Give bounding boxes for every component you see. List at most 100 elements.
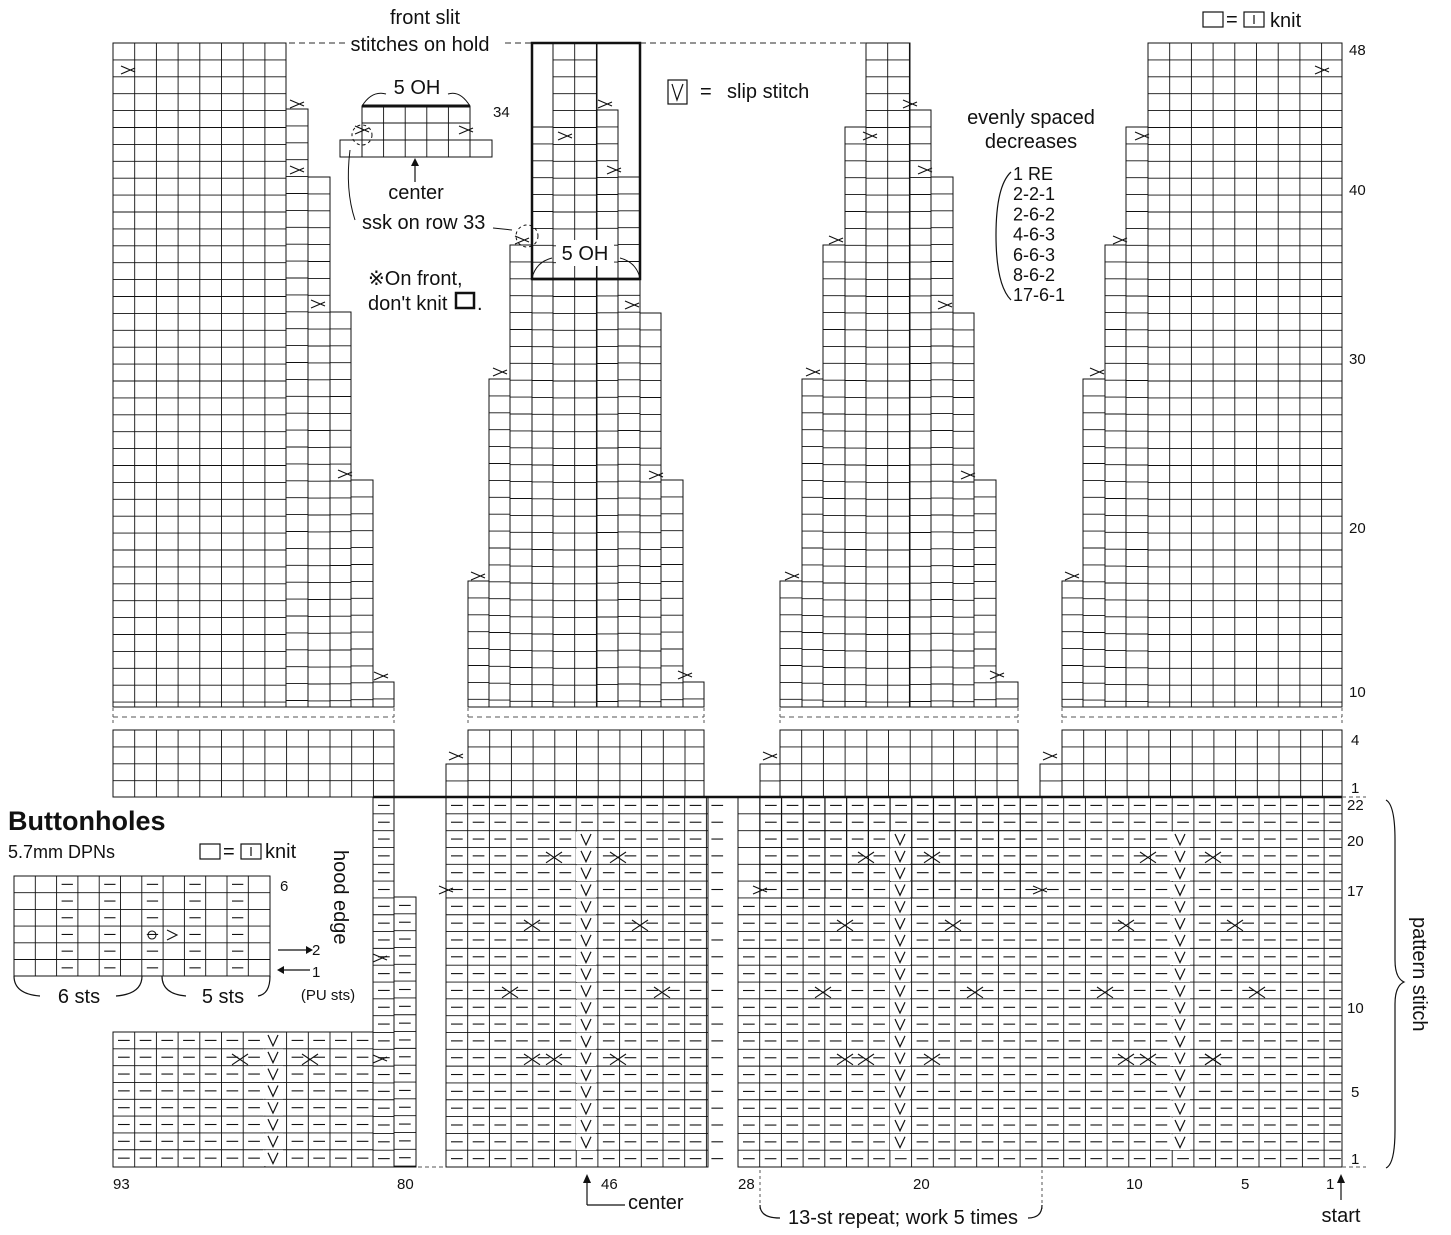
panel-right-strip-1 <box>1125 126 1149 708</box>
decrease-item: 2-2-1 <box>1013 184 1055 204</box>
decreases-title-1: evenly spaced <box>967 107 1095 129</box>
svg-text:20: 20 <box>1347 833 1364 850</box>
inset-row-34: 34 <box>493 104 510 121</box>
svg-text:20: 20 <box>913 1176 930 1193</box>
panel-center-right-strip-3 <box>930 176 954 708</box>
slit-inset-diagram: 5 OH 34 center ssk on row 33 ※On front, … <box>339 77 539 315</box>
panel-center-left-strip-7 <box>660 479 684 708</box>
panel-center-right-strip-5 <box>952 312 975 708</box>
decreases-title-2: decreases <box>985 131 1077 153</box>
decrease-item: 6-6-3 <box>1013 245 1055 265</box>
panel-right-strip-0 <box>1147 42 1343 708</box>
svg-text:40: 40 <box>1349 182 1366 199</box>
decrease-item: 17-6-1 <box>1013 285 1065 305</box>
panel-right-strip-2 <box>1104 244 1127 708</box>
panel-center-right-strip-2 <box>909 109 932 708</box>
knit-blank-symbol <box>1202 11 1224 28</box>
decreases-bracket <box>995 171 1012 301</box>
hood-edge-label: hood edge <box>329 850 351 945</box>
svg-text:13-st repeat; work 5 times: 13-st repeat; work 5 times <box>788 1207 1018 1229</box>
panel-center-right-strip-8 <box>779 580 803 708</box>
panel-center-right-strip-4 <box>822 244 846 708</box>
decrease-item: 4-6-3 <box>1013 225 1055 245</box>
svg-text:1: 1 <box>1326 1176 1334 1193</box>
panel-center-right-strip-9 <box>995 681 1019 708</box>
svg-text:28: 28 <box>738 1176 755 1193</box>
svg-text:1: 1 <box>1351 1151 1359 1168</box>
panel-center-left-strip-9 <box>682 681 705 708</box>
lower-r-step <box>1039 763 1063 798</box>
bottom-labels: 93 80 46 center 28 13-st repeat; work 5 … <box>113 1166 1361 1229</box>
pattern-left-col <box>372 796 395 1168</box>
svg-text:.: . <box>477 293 483 315</box>
slip-legend-label: slip stitch <box>727 81 809 103</box>
right-row-numbers: 48 40 30 20 10 4 1 22 20 17 10 5 1 <box>1347 42 1366 1168</box>
buttonholes-panel: Buttonholes 5.7mm DPNs = knit 6 2 1 6 st… <box>8 806 355 1008</box>
panel-center-left-strip-4 <box>509 244 533 708</box>
panel-center-left-strip-6 <box>488 378 511 708</box>
lower-cr <box>779 729 1019 798</box>
panel-center-left-strip-1 <box>531 126 554 708</box>
svg-text:30: 30 <box>1349 351 1366 368</box>
pattern-r <box>1041 796 1343 1168</box>
decreases-list: 1 RE2-2-12-6-24-6-36-6-38-6-217-6-1 <box>1013 164 1065 305</box>
front-note-line2: don't knit <box>368 293 448 315</box>
svg-text:80: 80 <box>397 1176 414 1193</box>
svg-text:22: 22 <box>1347 797 1364 814</box>
lower-cr-step <box>759 763 781 798</box>
slip-stitch-symbol <box>667 79 688 105</box>
ssk-label: ssk on row 33 <box>362 212 485 234</box>
decrease-item: 8-6-2 <box>1013 265 1055 285</box>
panel-right-strip-4 <box>1061 580 1084 708</box>
knit-bar-symbol <box>1243 11 1265 28</box>
box-oh-label: 5 OH <box>562 243 609 265</box>
svg-text:1: 1 <box>1351 780 1359 797</box>
decrease-item: 2-6-2 <box>1013 204 1055 224</box>
pattern-left-col2 <box>393 896 417 1168</box>
svg-text:10: 10 <box>1349 684 1366 701</box>
panel-center-left-strip-0 <box>552 42 598 708</box>
chart-grids <box>112 42 1343 1168</box>
svg-text:93: 93 <box>113 1176 130 1193</box>
svg-text:=: = <box>223 841 235 863</box>
lower-r <box>1061 729 1343 798</box>
panel-left-strip-2 <box>307 176 331 708</box>
panel-center-left-strip-8 <box>467 580 490 708</box>
lower-left <box>112 729 395 798</box>
svg-text:5: 5 <box>1351 1084 1359 1101</box>
lower-cl-step <box>445 763 469 798</box>
svg-text:6 sts: 6 sts <box>58 986 100 1008</box>
svg-text:10: 10 <box>1347 1000 1364 1017</box>
svg-text:17: 17 <box>1347 883 1364 900</box>
buttonholes-title: Buttonholes <box>8 806 165 836</box>
panel-left-strip-3 <box>329 311 352 708</box>
slip-legend-eq: = <box>700 81 712 103</box>
svg-text:center: center <box>628 1192 684 1214</box>
panel-left-strip-5 <box>372 681 395 708</box>
svg-text:4: 4 <box>1351 732 1359 749</box>
knit-legend-label: knit <box>1270 10 1302 32</box>
panel-left-strip-1 <box>285 108 309 708</box>
inset-oh-label: 5 OH <box>394 77 441 99</box>
panel-left-strip-0 <box>112 42 287 708</box>
panel-center-right-strip-1 <box>844 126 867 708</box>
panel-center-right-strip-7 <box>973 479 997 708</box>
decrease-item: 1 RE <box>1013 164 1053 184</box>
svg-text:start: start <box>1322 1205 1361 1227</box>
panel-center-right-strip-6 <box>801 378 824 708</box>
svg-text:20: 20 <box>1349 520 1366 537</box>
svg-text:1: 1 <box>312 964 320 981</box>
dont-knit-symbol <box>454 291 476 310</box>
panel-center-left-strip-5 <box>639 312 662 708</box>
pattern-stitch-brace <box>1385 799 1406 1169</box>
pattern-marks <box>118 65 1341 1167</box>
buttonholes-needles: 5.7mm DPNs <box>8 842 115 862</box>
svg-text:(PU sts): (PU sts) <box>301 987 355 1004</box>
front-note-line1: ※On front, <box>368 268 463 290</box>
front-slit-title: front slit <box>390 7 460 29</box>
knit-legend-eq: = <box>1226 9 1238 31</box>
panel-right-strip-3 <box>1082 378 1106 708</box>
svg-text:5: 5 <box>1241 1176 1249 1193</box>
svg-text:5 sts: 5 sts <box>202 986 244 1008</box>
